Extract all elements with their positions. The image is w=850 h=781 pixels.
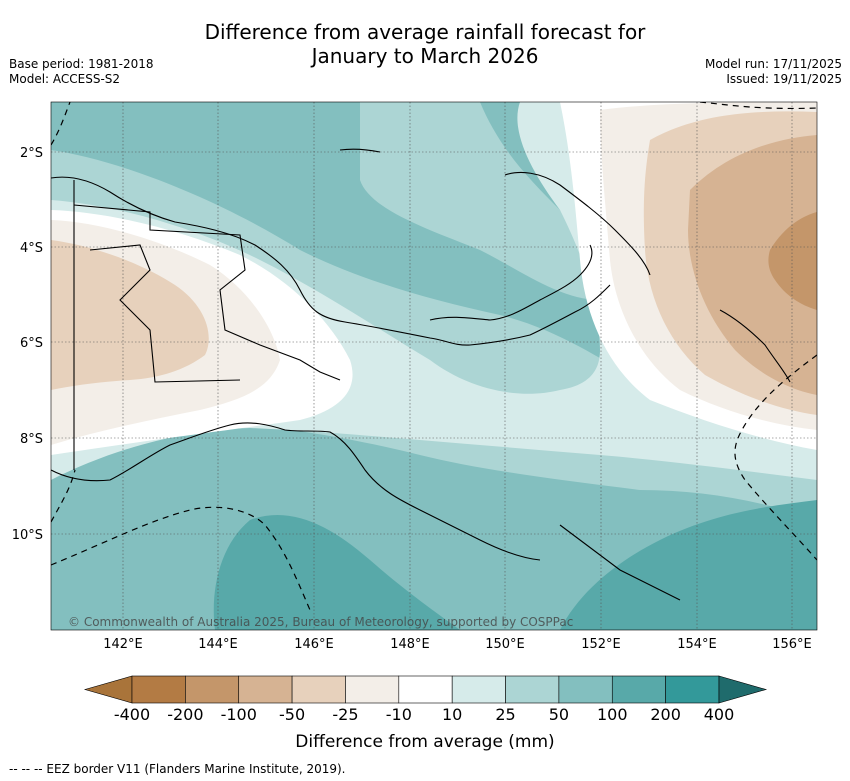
lon-label: 152°E — [581, 637, 621, 652]
manus-coast — [339, 148, 381, 153]
colorbar-tick-label: 10 — [442, 705, 462, 724]
colorbar-tick-label: -50 — [279, 705, 305, 724]
model-name: Model: ACCESS-S2 — [9, 72, 121, 86]
colorbar-swatch — [665, 675, 720, 704]
eez-footnote: -- -- -- EEZ border V11 (Flanders Marine… — [9, 762, 346, 776]
lat-labels: 2°S 4°S 6°S 8°S 10°S — [12, 146, 43, 543]
colorbar-swatch — [398, 675, 453, 704]
colorbar-tick-label: -25 — [332, 705, 358, 724]
band-25-50-north — [360, 102, 600, 300]
d-entrecasteaux-coast — [559, 524, 681, 601]
lon-label: 146°E — [294, 637, 334, 652]
colorbar-swatch — [238, 675, 293, 704]
lon-label: 156°E — [772, 637, 812, 652]
colorbar-tick-label: 100 — [597, 705, 628, 724]
colorbar-swatch — [558, 675, 613, 704]
lon-label: 148°E — [390, 637, 430, 652]
new-ireland-coast — [504, 171, 651, 276]
colorbar-tick-label: 25 — [495, 705, 515, 724]
colorbar-swatch — [505, 675, 560, 704]
copyright-text: © Commonwealth of Australia 2025, Bureau… — [68, 615, 573, 629]
bougainville-coast — [719, 309, 791, 383]
meta-right: Model run: 17/11/2025 Issued: 19/11/2025 — [705, 57, 842, 87]
lat-label: 2°S — [20, 146, 43, 161]
title-line-1: Difference from average rainfall forecas… — [204, 20, 646, 44]
contour-layer — [51, 102, 817, 630]
new-guinea-coast — [51, 176, 611, 561]
lon-label: 142°E — [103, 637, 143, 652]
colorbar-arrow-high — [718, 675, 768, 704]
new-britain-coast — [429, 244, 593, 321]
lon-labels: 142°E 144°E 146°E 148°E 150°E 152°E 154°… — [103, 637, 812, 652]
colorbar-swatch — [291, 675, 346, 704]
lon-label: 150°E — [485, 637, 525, 652]
lon-label: 144°E — [198, 637, 238, 652]
issued-date: Issued: 19/11/2025 — [726, 72, 842, 86]
map-frame — [50, 101, 818, 631]
national-border — [73, 180, 341, 470]
lat-label: 6°S — [20, 336, 43, 351]
colorbar-tick-label: 50 — [549, 705, 569, 724]
colorbar: -400 -200 -100 -50 -25 -10 10 25 50 100 200 400 — [83, 675, 768, 724]
graticule — [51, 102, 817, 630]
lat-label: 10°S — [12, 528, 43, 543]
colorbar-swatch — [345, 675, 400, 704]
band-100-200-southeast — [560, 500, 817, 630]
colorbar-swatch — [185, 675, 240, 704]
base-period: Base period: 1981-2018 — [9, 57, 154, 71]
title-line-2: January to March 2026 — [311, 44, 539, 68]
colorbar-swatch — [451, 675, 506, 704]
colorbar-tick-label: 200 — [650, 705, 681, 724]
lon-label: 154°E — [677, 637, 717, 652]
colorbar-label: Difference from average (mm) — [295, 732, 554, 752]
chart-title: Difference from average rainfall forecas… — [0, 20, 850, 68]
colorbar-tick-label: -200 — [167, 705, 203, 724]
eez-borders — [51, 102, 817, 611]
meta-left: Base period: 1981-2018 Model: ACCESS-S2 — [9, 57, 154, 87]
lat-label: 8°S — [20, 432, 43, 447]
colorbar-tick-label: -100 — [221, 705, 257, 724]
colorbar-arrow-low — [83, 675, 133, 704]
colorbar-swatch — [611, 675, 666, 704]
band-minus100-200-east — [768, 212, 817, 310]
model-run: Model run: 17/11/2025 — [704, 57, 842, 71]
band-minus50-100-east — [688, 135, 817, 395]
colorbar-swatch — [131, 675, 186, 704]
band-minus25-50-west — [51, 240, 209, 390]
coastlines — [51, 148, 791, 601]
colorbar-tick-label: 400 — [704, 705, 735, 724]
colorbar-tick-label: -400 — [114, 705, 150, 724]
colorbar-tick-label: -10 — [386, 705, 412, 724]
lat-label: 4°S — [20, 241, 43, 256]
band-100-200-south — [213, 514, 460, 630]
